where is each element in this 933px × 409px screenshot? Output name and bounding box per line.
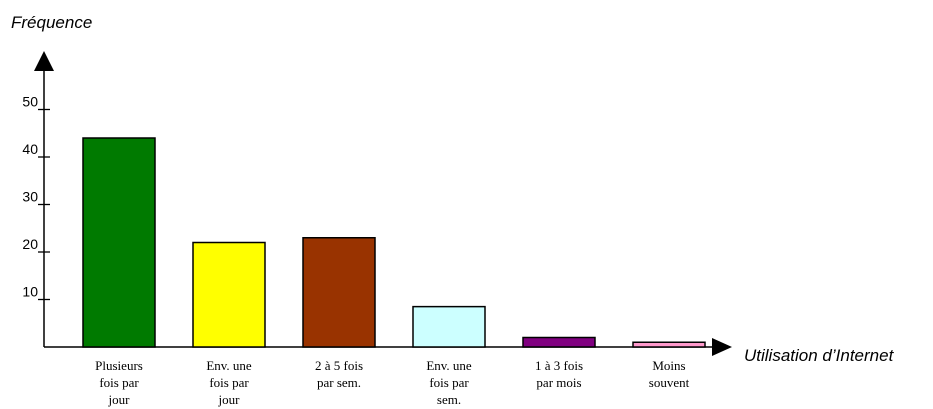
category-label-line: 2 à 5 fois (315, 358, 363, 373)
y-tick-label: 30 (22, 189, 38, 205)
category-label-line: par mois (536, 375, 581, 390)
bar (82, 137, 156, 348)
category-label-line: jour (108, 392, 131, 407)
y-axis-title: Fréquence (11, 13, 92, 32)
category-label: 2 à 5 fois par sem. (315, 358, 363, 390)
category-label: Env. une fois par sem. (426, 358, 472, 407)
bar (522, 336, 596, 348)
category-label-line: jour (218, 392, 241, 407)
category-label-line: souvent (649, 375, 690, 390)
y-axis-arrow (34, 51, 54, 71)
bar (302, 237, 376, 348)
category-label-line: fois par (99, 375, 139, 390)
category-label-line: fois par (209, 375, 249, 390)
category-labels: Plusieurs fois par jour Env. une fois par jou… (95, 358, 689, 407)
category-label-line: 1 à 3 fois (535, 358, 583, 373)
category-label-line: Plusieurs (95, 358, 143, 373)
category-label: Env. une fois par jour (206, 358, 252, 407)
category-label-line: sem. (437, 392, 461, 407)
category-label-line: par sem. (317, 375, 361, 390)
category-label: 1 à 3 fois par mois (535, 358, 583, 390)
y-tick-label: 40 (22, 141, 38, 157)
bars (82, 137, 706, 348)
bar (412, 305, 486, 348)
x-axis-title: Utilisation d’Internet (744, 346, 895, 365)
category-label-line: fois par (429, 375, 469, 390)
category-label-line: Env. une (206, 358, 252, 373)
bar (632, 341, 706, 348)
y-tick-label: 10 (22, 284, 38, 300)
y-ticks: 10 20 30 40 50 (22, 94, 50, 301)
category-label-line: Moins (652, 358, 685, 373)
category-label: Moins souvent (649, 358, 690, 390)
x-axis-arrow (712, 338, 732, 356)
y-tick-label: 20 (22, 236, 38, 252)
y-tick-label: 50 (22, 94, 38, 110)
category-label: Plusieurs fois par jour (95, 358, 143, 407)
bar (192, 241, 266, 348)
category-label-line: Env. une (426, 358, 472, 373)
